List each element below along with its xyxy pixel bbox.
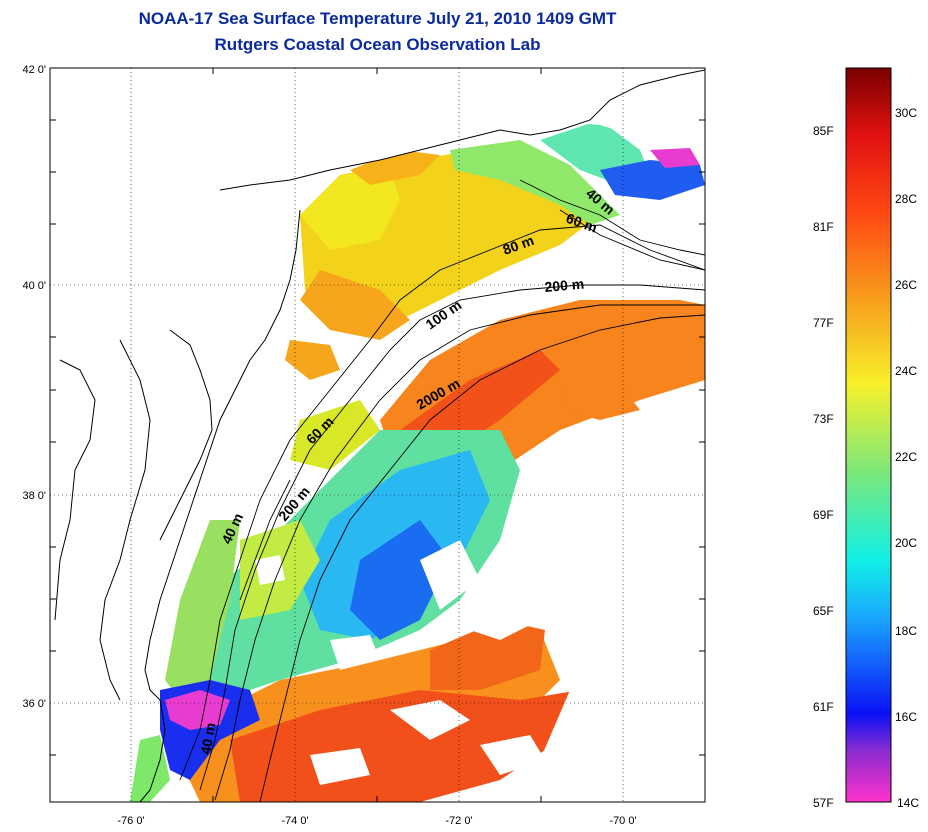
colorbar-f-label: 81F [813,220,834,234]
land-northeast [300,68,705,210]
map-title: NOAA-17 Sea Surface Temperature July 21,… [138,9,617,28]
lat-tick-label: 38 0' [22,490,46,502]
colorbar-c-label: 22C [895,450,918,464]
colorbar-c-label: 16C [895,710,918,724]
colorbar-f-label: 85F [813,124,834,138]
colorbar [845,67,892,803]
sst-patch [650,148,700,168]
colorbar-f-label: 61F [813,700,834,714]
sst-patch [165,520,240,700]
sst-patch [300,270,410,340]
map-subtitle: Rutgers Coastal Ocean Observation Lab [214,35,541,54]
colorbar-f-label: 65F [813,604,834,618]
colorbar-c-label: 24C [895,364,918,378]
sst-patch [130,735,170,802]
sst-patch [285,340,340,380]
sst-patch [350,520,450,640]
sst-patch [290,400,380,470]
land-north [50,68,300,250]
coastline [54,69,706,803]
sst-patch [350,150,440,185]
colorbar-c-label: 20C [895,536,918,550]
lon-tick-label: -70 0' [609,815,636,827]
colorbar-f-label: 73F [813,412,834,426]
land-west [50,250,280,802]
cloud-gaps [255,400,705,802]
minor-ticks [50,68,705,802]
lon-tick-label: -76 0' [117,815,144,827]
colorbar-c-label: 30C [895,106,918,120]
sst-patch [600,160,705,200]
depth-label: 40 m [197,721,218,755]
colorbar-c-label: 14C [897,796,920,810]
lon-tick-label: -72 0' [445,815,472,827]
colorbar-f-label: 77F [813,316,834,330]
sst-patch [165,690,230,730]
isobaths [179,179,706,803]
depth-label: 200 m [544,276,585,295]
colorbar-c-label: 28C [895,192,918,206]
sst-field [130,120,705,802]
lon-tick-label: -74 0' [281,815,308,827]
colorbar-c-label: 18C [895,624,918,638]
lat-tick-label: 42 0' [22,64,46,76]
sst-patch [300,170,400,250]
colorbar-f-label: 69F [813,508,834,522]
lat-tick-label: 36 0' [22,698,46,710]
sst-patch [450,140,620,225]
colorbar-c-label: 26C [895,278,918,292]
colorbar-f-label: 57F [813,796,834,810]
lat-tick-label: 40 0' [22,280,46,292]
sst-patch [560,385,640,420]
